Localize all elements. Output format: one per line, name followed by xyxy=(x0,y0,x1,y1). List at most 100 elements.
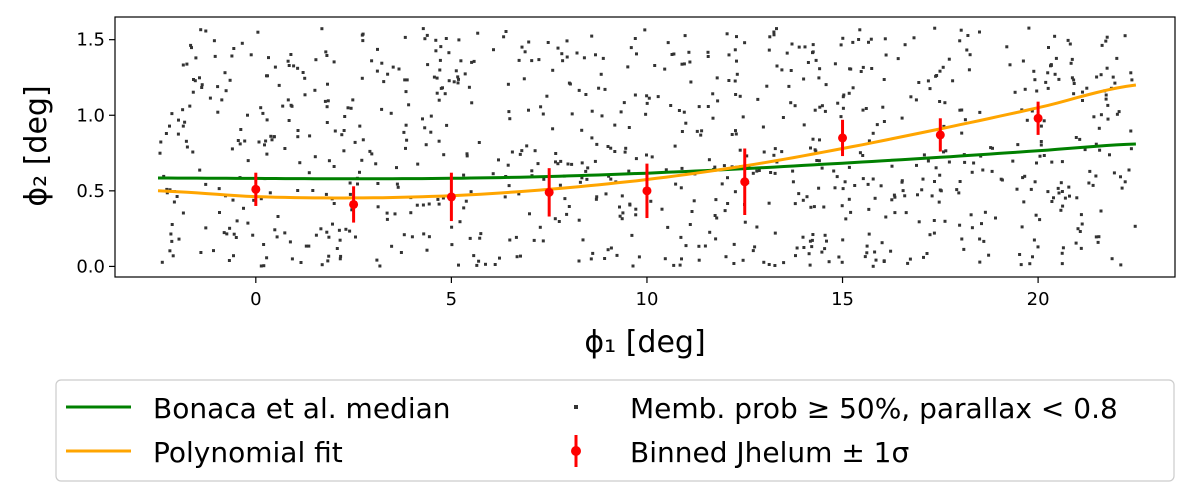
scatter-point xyxy=(375,258,379,262)
scatter-point xyxy=(556,46,560,50)
scatter-point xyxy=(890,198,894,202)
scatter-point xyxy=(716,99,720,103)
scatter-point xyxy=(457,38,461,42)
scatter-point xyxy=(442,153,446,157)
scatter-point xyxy=(296,129,300,132)
scatter-point xyxy=(1129,71,1133,75)
scatter-point xyxy=(200,83,204,87)
y-tick-label: 1.5 xyxy=(76,30,105,51)
scatter-point xyxy=(938,100,942,103)
scatter-point xyxy=(841,106,845,110)
scatter-point xyxy=(1028,262,1032,266)
scatter-point xyxy=(635,52,638,56)
scatter-point xyxy=(437,139,441,143)
scatter-point xyxy=(1074,136,1078,139)
scatter-point xyxy=(915,163,918,167)
scatter-point xyxy=(994,216,997,220)
scatter-point xyxy=(172,200,176,204)
scatter-point xyxy=(554,160,557,164)
scatter-point xyxy=(958,180,962,183)
scatter-point xyxy=(944,149,948,153)
y-tick-label: 0.0 xyxy=(76,256,105,277)
scatter-point xyxy=(289,53,293,56)
scatter-point xyxy=(456,75,460,79)
scatter-point xyxy=(773,231,777,235)
scatter-point xyxy=(692,199,696,203)
scatter-point xyxy=(582,56,586,60)
scatter-point xyxy=(782,261,786,265)
scatter-point xyxy=(177,237,181,241)
scatter-point xyxy=(1063,196,1067,200)
scatter-point xyxy=(1046,86,1050,90)
scatter-point xyxy=(741,115,745,119)
scatter-point xyxy=(713,214,717,217)
scatter-point xyxy=(791,180,795,184)
scatter-point xyxy=(170,239,174,243)
scatter-point xyxy=(870,67,874,70)
scatter-point xyxy=(841,36,845,40)
scatter-point xyxy=(823,233,827,237)
scatter-point xyxy=(943,101,947,105)
scatter-point xyxy=(259,106,263,110)
scatter-point xyxy=(1075,196,1079,200)
scatter-point xyxy=(382,80,386,84)
scatter-point xyxy=(1105,35,1109,39)
scatter-point xyxy=(680,166,684,170)
scatter-point xyxy=(734,132,738,136)
y-axis: 0.0 0.5 1.0 1.5 xyxy=(76,30,115,277)
scatter-point xyxy=(212,39,216,43)
scatter-point xyxy=(697,258,701,262)
scatter-point xyxy=(603,87,607,91)
binned-point xyxy=(642,186,652,196)
scatter-point xyxy=(439,45,443,49)
scatter-point xyxy=(767,48,771,52)
scatter-point xyxy=(807,252,811,256)
scatter-point xyxy=(715,76,719,80)
scatter-point xyxy=(1061,204,1065,208)
scatter-point xyxy=(1052,196,1055,200)
scatter-point xyxy=(606,145,610,148)
scatter-point xyxy=(841,238,845,242)
scatter-point xyxy=(653,64,657,67)
scatter-point xyxy=(787,84,791,88)
scatter-point xyxy=(727,53,731,57)
scatter-point xyxy=(230,54,234,58)
scatter-point xyxy=(358,170,361,174)
scatter-point xyxy=(896,57,900,61)
scatter-point xyxy=(839,115,843,119)
scatter-point xyxy=(506,163,510,167)
scatter-point xyxy=(861,65,865,69)
y-tick-label: 1.0 xyxy=(76,105,105,126)
scatter-point xyxy=(1105,66,1109,70)
scatter-point xyxy=(246,113,249,117)
binned-point xyxy=(251,184,261,194)
scatter-point xyxy=(706,55,710,58)
scatter-point xyxy=(772,30,776,34)
scatter-point xyxy=(772,33,776,37)
scatter-point xyxy=(857,38,861,41)
scatter-point xyxy=(607,174,611,178)
scatter-point xyxy=(484,262,487,266)
scatter-point xyxy=(385,211,389,215)
scatter-point xyxy=(427,202,431,206)
scatter-point xyxy=(232,47,236,50)
scatter-point xyxy=(1120,186,1124,190)
scatter-point xyxy=(450,225,454,229)
scatter-point xyxy=(882,78,886,81)
scatter-point xyxy=(633,93,637,97)
scatter-point xyxy=(682,62,686,66)
scatter-point xyxy=(368,149,372,153)
scatter-point xyxy=(968,53,972,57)
scatter-point xyxy=(265,152,269,156)
scatter-point xyxy=(1059,181,1063,185)
scatter-point xyxy=(810,245,814,249)
scatter-point xyxy=(228,78,232,82)
scatter-point xyxy=(647,96,651,100)
scatter-point xyxy=(409,211,413,215)
scatter-point xyxy=(772,153,776,157)
scatter-point xyxy=(541,239,545,243)
scatter-point xyxy=(1079,246,1083,250)
scatter-point xyxy=(775,27,778,31)
scatter-point xyxy=(890,164,894,168)
scatter-point xyxy=(960,108,964,112)
